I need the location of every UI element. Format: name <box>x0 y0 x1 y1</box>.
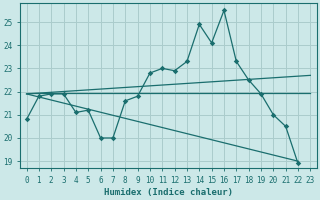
X-axis label: Humidex (Indice chaleur): Humidex (Indice chaleur) <box>104 188 233 197</box>
